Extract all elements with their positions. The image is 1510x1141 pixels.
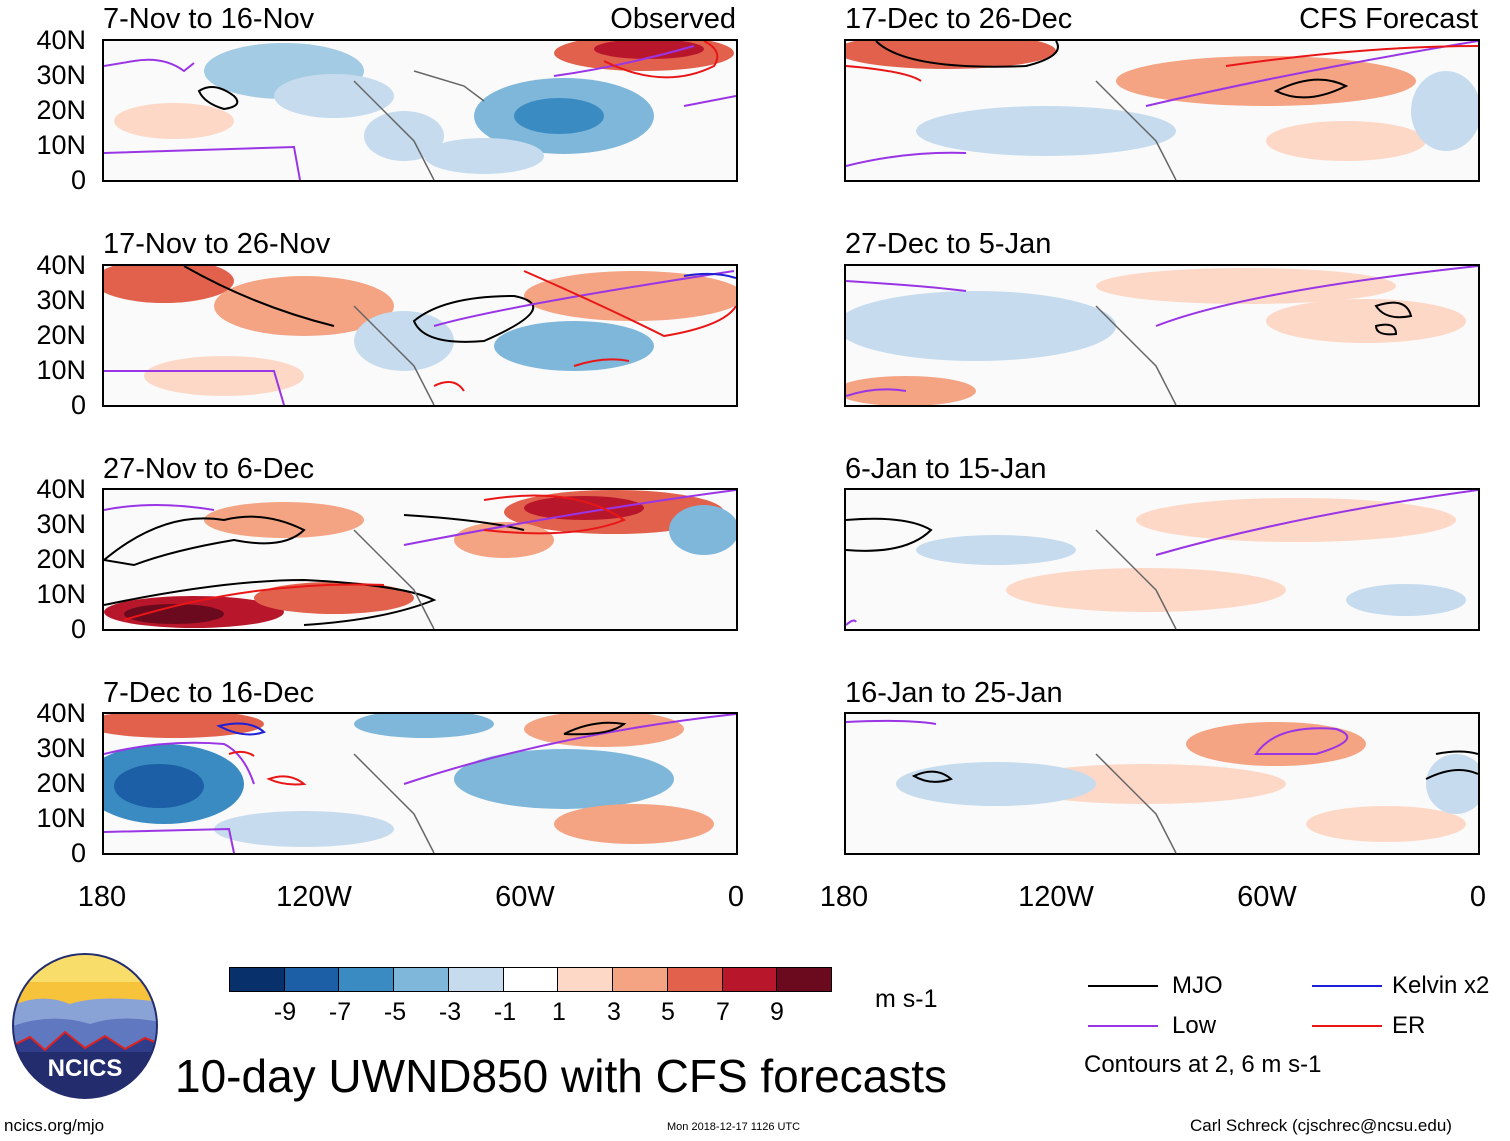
panel-period-label: 7-Dec to 16-Dec xyxy=(103,677,315,709)
colorbar-label: 7 xyxy=(716,998,730,1026)
lon-label: 180 xyxy=(819,881,869,913)
panel-period-label: 7-Nov to 16-Nov xyxy=(103,3,315,35)
colorbar-label: 5 xyxy=(661,998,675,1026)
lat-label: 10N xyxy=(36,130,86,160)
lon-label: 0 xyxy=(1469,881,1487,913)
colorbar-segment xyxy=(612,968,667,991)
kelvin-label: Kelvin x2 xyxy=(1392,972,1490,999)
lon-label: 60W xyxy=(495,881,555,913)
colorbar-label: 1 xyxy=(552,998,566,1026)
lon-label: 60W xyxy=(1237,881,1297,913)
logo-text: NCICS xyxy=(48,1055,123,1082)
panel-period-label: 17-Nov to 26-Nov xyxy=(103,228,331,260)
colorbar-segment xyxy=(721,968,777,991)
footer-url[interactable]: ncics.org/mjo xyxy=(4,1116,105,1135)
map-panel xyxy=(102,488,738,631)
colorbar-label: 3 xyxy=(607,998,621,1026)
colorbar-units: m s-1 xyxy=(875,985,938,1013)
colorbar-segment xyxy=(230,968,284,991)
lat-label: 10N xyxy=(36,803,86,833)
contour-note: Contours at 2, 6 m s-1 xyxy=(1084,1051,1322,1078)
colorbar-label: -9 xyxy=(273,998,297,1026)
colorbar-segment xyxy=(776,968,832,991)
colorbar-segment xyxy=(666,968,722,991)
lat-label: 0 xyxy=(70,614,86,644)
panel-period-label: 16-Jan to 25-Jan xyxy=(845,677,1063,709)
lon-label: 120W xyxy=(276,881,352,913)
lat-label: 0 xyxy=(70,390,86,420)
colorbar-segment xyxy=(447,968,503,991)
colorbar-segment xyxy=(283,968,339,991)
lat-label: 30N xyxy=(36,60,86,90)
lat-label: 30N xyxy=(36,733,86,763)
forecast-tag: CFS Forecast xyxy=(1299,3,1478,35)
ncics-logo: NCICS xyxy=(10,952,160,1100)
colorbar xyxy=(229,967,832,992)
panel-period-label: 6-Jan to 15-Jan xyxy=(845,453,1047,485)
panel-period-label: 27-Dec to 5-Jan xyxy=(845,228,1052,260)
lat-label: 40N xyxy=(36,25,86,55)
kelvin-line-swatch xyxy=(1312,985,1382,987)
figure-title: 10-day UWND850 with CFS forecasts xyxy=(175,1050,948,1102)
lat-label: 30N xyxy=(36,509,86,539)
colorbar-label: -7 xyxy=(328,998,352,1026)
lat-label: 20N xyxy=(36,768,86,798)
lon-label: 120W xyxy=(1018,881,1094,913)
map-panel xyxy=(102,712,738,855)
map-panel xyxy=(844,712,1480,855)
colorbar-segment xyxy=(557,968,613,991)
lat-label: 10N xyxy=(36,355,86,385)
mjo-line-swatch xyxy=(1088,985,1158,987)
observed-tag: Observed xyxy=(610,3,736,35)
panel-period-label: 17-Dec to 26-Dec xyxy=(845,3,1073,35)
lat-label: 10N xyxy=(36,579,86,609)
colorbar-label: -3 xyxy=(438,998,462,1026)
colorbar-segment xyxy=(393,968,448,991)
footer-timestamp: Mon 2018-12-17 1126 UTC xyxy=(667,1121,801,1133)
map-panel xyxy=(844,39,1480,182)
lat-label: 30N xyxy=(36,285,86,315)
lat-label: 20N xyxy=(36,95,86,125)
colorbar-label: -5 xyxy=(383,998,407,1026)
map-panel xyxy=(102,39,738,182)
low-label: Low xyxy=(1172,1012,1217,1039)
lat-label: 0 xyxy=(70,165,86,195)
colorbar-label: 9 xyxy=(770,998,784,1026)
panel-period-label: 27-Nov to 6-Dec xyxy=(103,453,315,485)
footer-author: Carl Schreck (cjschrec@ncsu.edu) xyxy=(1190,1116,1452,1135)
mjo-label: MJO xyxy=(1172,972,1223,999)
lon-label: 0 xyxy=(727,881,745,913)
lat-label: 40N xyxy=(36,698,86,728)
colorbar-label: -1 xyxy=(493,998,517,1026)
map-panel xyxy=(844,488,1480,631)
map-panel xyxy=(102,264,738,407)
low-line-swatch xyxy=(1088,1025,1158,1027)
colorbar-segment xyxy=(502,968,558,991)
lon-label: 180 xyxy=(77,881,127,913)
colorbar-segment xyxy=(338,968,394,991)
lat-label: 20N xyxy=(36,544,86,574)
lat-label: 20N xyxy=(36,320,86,350)
lat-label: 40N xyxy=(36,474,86,504)
lat-label: 0 xyxy=(70,838,86,868)
map-panel xyxy=(844,264,1480,407)
er-line-swatch xyxy=(1312,1025,1382,1027)
lat-label: 40N xyxy=(36,250,86,280)
er-label: ER xyxy=(1392,1012,1426,1039)
